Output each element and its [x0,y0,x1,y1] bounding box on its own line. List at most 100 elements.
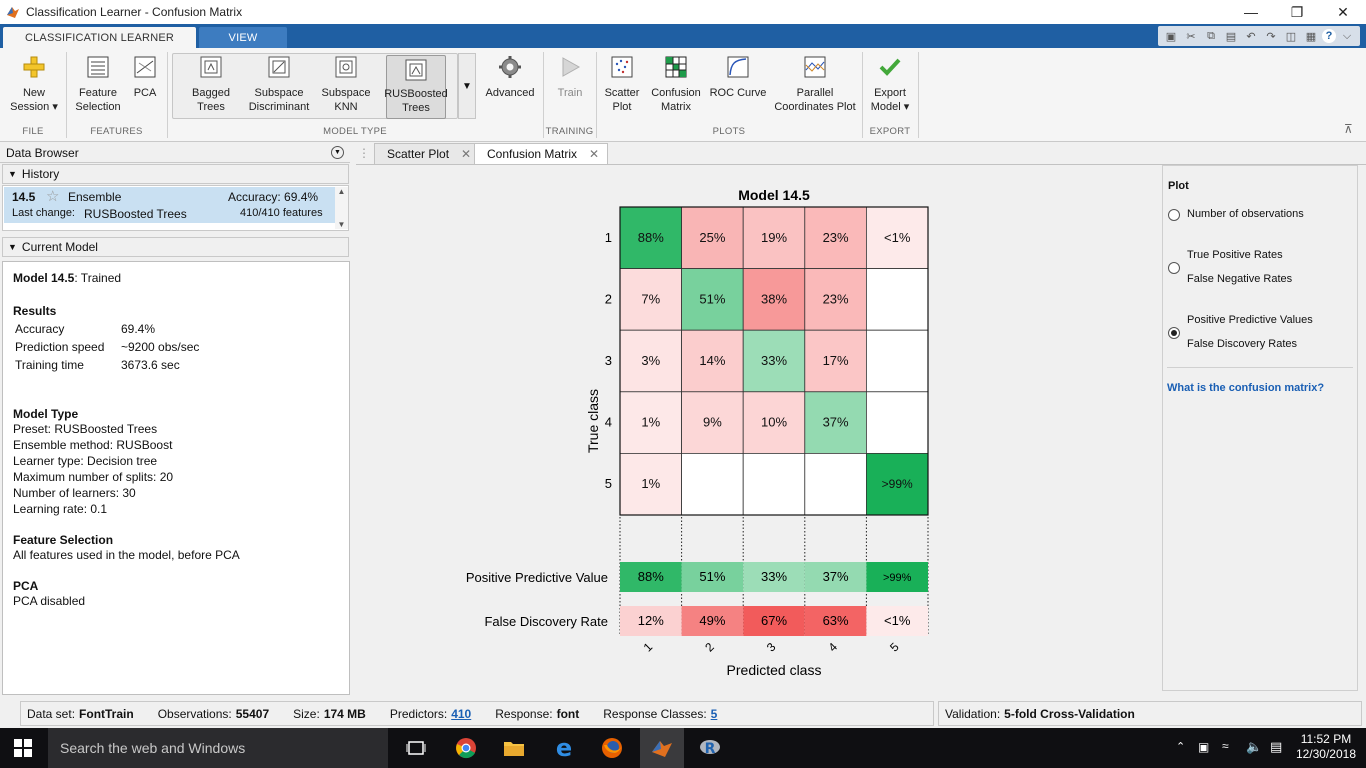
subspace-disc-label-2: Discriminant [248,101,310,113]
close-icon[interactable]: ✕ [589,147,600,161]
rusboosted-trees-button[interactable]: RUSBoosted Trees [384,55,448,119]
train-label: Train [557,87,583,99]
drag-handle-icon[interactable]: ⋮ [358,146,370,160]
paste-icon[interactable]: ▤ [1225,30,1237,43]
history-scrollbar[interactable]: ▲ ▼ [335,187,348,229]
switch-windows-icon[interactable]: ◫ [1285,30,1297,43]
firefox-icon[interactable] [600,736,624,760]
tree-icon [198,54,224,80]
subspace-knn-label-2: KNN [334,101,358,113]
plot-options-title: Plot [1168,180,1189,192]
restore-button[interactable]: ❐ [1290,3,1304,20]
ppv-cell-label: 33% [761,569,787,584]
scatter-plot-button[interactable]: Scatter Plot [600,52,644,114]
matlab-taskbar-icon[interactable] [650,736,674,760]
taskbar-search-box[interactable]: Search the web and Windows [48,728,388,768]
history-last-change: RUSBoosted Trees [84,207,187,221]
minimize-button[interactable]: — [1244,4,1258,20]
checkmark-icon [877,54,903,80]
expand-icon[interactable]: ⌵ [1342,29,1352,42]
taskbar-clock[interactable]: 11:52 PM 12/30/2018 [1296,732,1356,762]
radio-true-positive-rates[interactable] [1168,262,1180,274]
feature-selection-text: All features used in the model, before P… [13,548,240,562]
roc-curve-button[interactable]: ROC Curve [708,52,768,100]
undo-icon[interactable]: ↶ [1246,30,1256,43]
option-false-negative-rates[interactable]: False Negative Rates [1187,273,1293,285]
section-model-type: MODEL TYPE [323,126,387,137]
row-tick-label: 4 [605,415,612,430]
pca-button[interactable]: PCA [128,52,162,100]
export-model-button[interactable]: Export Model ▾ [866,52,914,114]
layout-icon[interactable]: ▦ [1305,30,1317,43]
volume-icon[interactable]: 🔈 [1246,739,1263,754]
browser-menu-icon[interactable]: ▼ [331,146,344,159]
chrome-icon[interactable] [454,736,478,760]
windows-start-icon[interactable] [14,739,32,760]
confusion-label-2: Matrix [661,101,691,113]
rusboosted-label-2: Trees [402,102,430,114]
tab-scatter-plot[interactable]: Scatter Plot ✕ [374,143,481,164]
subspace-knn-button[interactable]: Subspace KNN [318,52,374,114]
task-view-icon[interactable] [404,736,428,760]
ppv-cell [804,562,867,592]
new-session-button[interactable]: New Session ▾ [6,52,62,114]
tab-classification-learner[interactable]: CLASSIFICATION LEARNER [3,27,196,48]
subspace-discriminant-button[interactable]: Subspace Discriminant [246,52,312,114]
train-button[interactable]: Train [548,52,592,100]
advanced-button[interactable]: Advanced [480,52,540,100]
close-button[interactable]: ✕ [1337,3,1349,20]
tab-view[interactable]: VIEW [199,27,287,48]
history-item[interactable]: 14.5 ☆ Ensemble Accuracy: 69.4% Last cha… [4,187,336,223]
option-false-discovery-rates[interactable]: False Discovery Rates [1187,338,1298,350]
result-value: 69.4% [121,322,156,336]
matrix-cell [742,268,806,331]
scatter-icon [609,54,635,80]
battery-icon[interactable]: ▣ [1198,740,1210,754]
ppv-cell [681,562,744,592]
option-positive-predictive-values[interactable]: Positive Predictive Values [1187,314,1313,326]
wifi-icon[interactable]: ≈ [1222,739,1229,753]
edge-icon[interactable]: e [555,734,573,762]
tray-chevron-icon[interactable]: ⌃ [1176,741,1186,753]
r-icon[interactable]: R [698,736,722,760]
fdr-cell-label: <1% [884,613,911,628]
redo-icon[interactable]: ↷ [1266,30,1276,43]
fdr-cell-label: 49% [699,613,725,628]
copy-icon[interactable]: ⧉ [1207,29,1215,42]
current-model-header[interactable]: ▼ Current Model [2,237,349,257]
star-icon[interactable]: ☆ [46,188,60,205]
history-title: History [21,167,60,181]
help-link[interactable]: What is the confusion matrix? [1167,382,1325,394]
parallel-coordinates-button[interactable]: Parallel Coordinates Plot [772,52,858,114]
radio-positive-predictive-values[interactable] [1168,327,1180,339]
ppv-cell-label: 37% [823,569,849,584]
roc-label: ROC Curve [709,87,767,99]
predictors-link[interactable]: 410 [451,706,472,721]
matrix-cell [865,268,929,331]
response-classes-link[interactable]: 5 [710,706,718,721]
option-number-of-observations[interactable]: Number of observations [1187,208,1304,220]
radio-number-of-observations[interactable] [1168,209,1180,221]
cut-icon[interactable]: ✂ [1186,30,1196,43]
option-true-positive-rates[interactable]: True Positive Rates [1187,249,1283,261]
history-header[interactable]: ▼ History [2,164,349,184]
subspace-disc-label-1: Subspace [254,87,304,99]
notifications-icon[interactable]: ▤ [1270,739,1283,754]
help-icon[interactable]: ? [1322,29,1336,43]
bagged-trees-button[interactable]: Bagged Trees [182,52,240,114]
tab-confusion-matrix[interactable]: Confusion Matrix ✕ [474,143,609,164]
close-icon[interactable]: ✕ [461,147,472,161]
save-icon[interactable]: ▣ [1165,30,1177,43]
file-explorer-icon[interactable] [502,736,526,760]
gallery-expand-button[interactable]: ▼ [458,53,476,119]
matrix-cell-label: 51% [699,291,725,306]
fdr-cell [743,606,805,636]
collapse-ribbon-icon[interactable]: ⊼ [1344,122,1353,136]
feature-selection-button[interactable]: Feature Selection [70,52,126,114]
confusion-matrix-button[interactable]: Confusion Matrix [648,52,704,114]
discriminant-icon [266,54,292,80]
window-title: Classification Learner - Confusion Matri… [26,5,243,19]
matrix-cell-label: 14% [699,353,725,368]
result-key: Training time [15,358,84,372]
ppv-cell [743,562,805,592]
